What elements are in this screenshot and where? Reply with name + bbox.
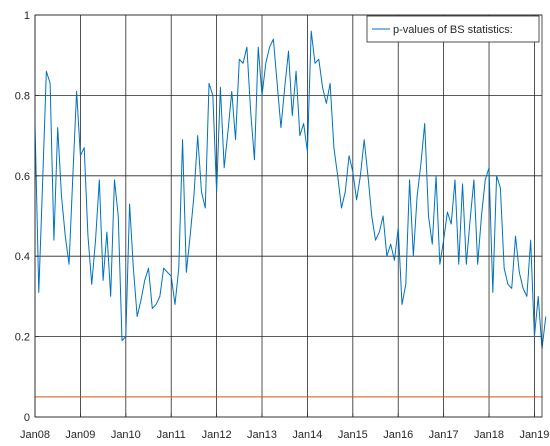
x-tick-label: Jan18 [474,429,504,441]
x-tick-label: Jan15 [338,429,368,441]
x-tick-label: Jan11 [157,429,186,441]
x-tick-label: Jan16 [383,429,413,441]
legend: p-values of BS statistics: [366,15,540,43]
y-tick-label: 0.8 [15,90,30,102]
y-tick-label: 0 [24,412,30,424]
x-tick-label: Jan14 [292,429,322,441]
y-tick-label: 0.4 [15,251,30,263]
pvalue-series-line [34,30,547,350]
x-tick-label: Jan08 [20,429,50,441]
legend-box [366,15,540,43]
x-tick-label: Jan10 [111,429,141,441]
series-layer [34,30,547,398]
x-tick-label: Jan12 [202,429,232,441]
x-tick-label: Jan13 [247,429,277,441]
plot-area-frame [34,14,543,418]
x-tick-label: Jan09 [65,429,95,441]
y-tick-label: 0.6 [15,171,30,183]
x-axis-ticks: Jan08 Jan09 Jan10 Jan11 Jan12 Jan13 Jan14 Jan15… [20,413,549,441]
x-tick-label: Jan17 [429,429,459,441]
y-tick-label: 0.2 [15,332,30,344]
y-axis-ticks: 0 0.2 0.4 0.6 0.8 1 [15,10,39,424]
legend-label: p-values of BS statistics: [393,24,513,36]
y-tick-label: 1 [24,10,30,22]
x-tick-label: Jan19 [519,429,549,441]
